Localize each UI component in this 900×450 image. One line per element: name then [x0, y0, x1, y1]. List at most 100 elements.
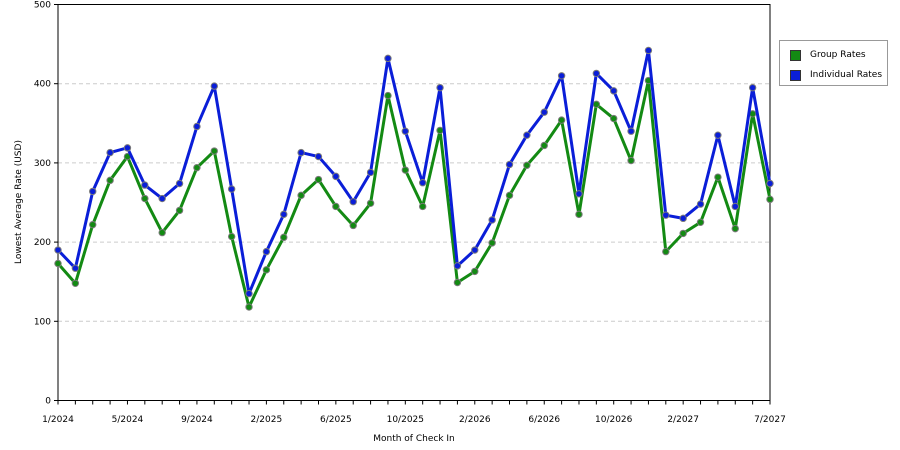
- data-point: [766, 179, 774, 188]
- series-individual-rates: [54, 46, 774, 298]
- y-tick-label: 400: [34, 80, 51, 90]
- series-line: [56, 48, 772, 296]
- legend-swatch-individual-rates: [790, 69, 801, 81]
- series-line: [56, 79, 772, 309]
- data-point: [158, 228, 166, 237]
- data-point: [575, 190, 583, 198]
- data-point: [384, 54, 392, 63]
- data-point: [89, 220, 97, 229]
- data-point: [418, 179, 427, 187]
- x-tick-label: 2/2025: [251, 415, 283, 425]
- x-axis-title: Month of Check In: [373, 434, 455, 444]
- data-point: [662, 247, 670, 256]
- data-point: [193, 163, 201, 172]
- data-point: [592, 69, 601, 78]
- data-point: [349, 198, 357, 206]
- data-point: [366, 199, 375, 207]
- data-point: [332, 202, 340, 211]
- legend: Group Rates Individual Rates: [779, 40, 888, 86]
- data-point: [123, 144, 132, 152]
- x-tick-label: 10/2026: [595, 415, 633, 425]
- data-point: [488, 216, 496, 224]
- series-group-rates: [54, 76, 774, 311]
- data-point: [748, 83, 757, 92]
- data-point: [557, 72, 566, 80]
- data-point: [401, 127, 410, 135]
- data-point: [280, 233, 288, 242]
- data-point: [245, 289, 253, 298]
- data-point: [227, 185, 236, 193]
- data-point: [89, 187, 97, 196]
- data-point: [349, 221, 357, 230]
- data-point: [227, 232, 236, 241]
- y-tick-label: 200: [34, 238, 51, 248]
- data-point: [280, 210, 288, 219]
- x-tick-label: 2/2026: [459, 415, 491, 425]
- data-point: [731, 202, 739, 211]
- data-point: [175, 179, 184, 188]
- data-point: [505, 191, 514, 200]
- data-point: [471, 267, 479, 276]
- x-tick-label: 1/2024: [42, 415, 74, 425]
- y-axis-title: Lowest Average Rate (USD): [14, 140, 24, 264]
- data-point: [366, 168, 375, 177]
- x-tick-label: 5/2024: [112, 415, 144, 425]
- data-point: [175, 206, 184, 215]
- data-point: [627, 127, 635, 135]
- data-point: [314, 175, 323, 184]
- data-point: [245, 303, 253, 311]
- data-point: [714, 173, 722, 181]
- y-axis: 0 100 200 300 400 500: [34, 1, 58, 407]
- data-point: [679, 214, 687, 223]
- data-point: [557, 116, 566, 124]
- data-point: [141, 194, 149, 203]
- data-point: [644, 46, 653, 55]
- data-point: [297, 191, 305, 200]
- data-point: [314, 152, 323, 161]
- data-point: [158, 194, 166, 203]
- data-point: [262, 247, 271, 256]
- x-tick-label: 7/2027: [754, 415, 786, 425]
- data-point: [679, 229, 687, 238]
- legend-swatch-group-rates: [790, 49, 801, 61]
- x-tick-label: 10/2025: [387, 415, 424, 425]
- y-tick-label: 100: [34, 317, 51, 327]
- data-point: [210, 147, 218, 155]
- data-point: [54, 259, 62, 268]
- legend-item-individual-rates: Individual Rates: [790, 69, 882, 81]
- x-tick-label: 9/2024: [181, 415, 213, 425]
- data-point: [453, 278, 462, 287]
- data-point: [262, 266, 271, 274]
- data-point: [436, 83, 444, 92]
- y-tick-label: 500: [34, 1, 51, 11]
- data-point: [297, 148, 305, 157]
- legend-item-group-rates: Group Rates: [790, 49, 866, 61]
- x-tick-label: 6/2026: [528, 415, 560, 425]
- data-point: [106, 148, 114, 157]
- x-axis: 1/2024 5/2024 9/2024 2/2025 6/2025 10/2025 2/2…: [42, 400, 786, 425]
- series-layer: [54, 46, 774, 311]
- data-point: [141, 181, 149, 189]
- data-point: [71, 279, 80, 287]
- data-point: [592, 100, 601, 108]
- legend-label-group-rates: Group Rates: [810, 50, 866, 60]
- legend-label-individual-rates: Individual Rates: [810, 70, 883, 80]
- data-point: [106, 176, 114, 185]
- y-tick-label: 300: [34, 159, 51, 169]
- x-tick-label: 2/2027: [667, 415, 699, 425]
- data-point: [540, 141, 548, 150]
- data-point: [696, 218, 705, 227]
- data-point: [505, 160, 514, 169]
- data-point: [540, 108, 548, 116]
- data-point: [436, 126, 444, 135]
- y-tick-label: 0: [45, 397, 51, 407]
- data-point: [453, 262, 462, 270]
- data-point: [766, 195, 774, 204]
- data-point: [401, 166, 410, 174]
- data-point: [523, 161, 531, 169]
- data-point: [523, 131, 531, 139]
- data-point: [418, 202, 427, 211]
- data-point: [610, 87, 618, 95]
- data-point: [696, 200, 705, 208]
